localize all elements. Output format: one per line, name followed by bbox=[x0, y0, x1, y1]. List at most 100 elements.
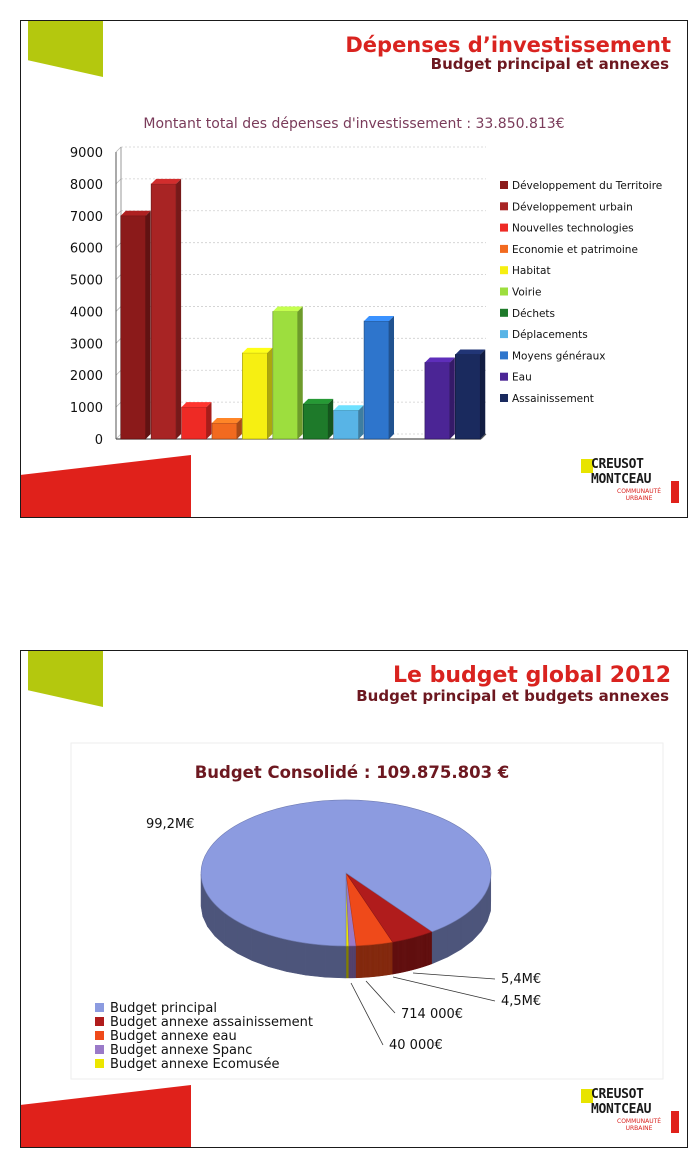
bar-top bbox=[364, 316, 395, 322]
y-tick-label: 8000 bbox=[70, 178, 103, 193]
legend-swatch bbox=[500, 308, 508, 317]
bar-top bbox=[303, 398, 334, 404]
bar bbox=[242, 347, 273, 440]
pie-side-segment bbox=[305, 942, 326, 978]
bar-side bbox=[480, 349, 486, 439]
legend-swatch bbox=[95, 1059, 104, 1068]
slice-label: 5,4M€ bbox=[501, 972, 541, 987]
bar-top bbox=[424, 357, 455, 363]
logo-line3: COMMUNAUTÉ URBAINE bbox=[617, 1118, 662, 1132]
bar bbox=[302, 398, 334, 440]
legend-label: Budget annexe Spanc bbox=[110, 1043, 252, 1058]
legend-swatch bbox=[95, 1031, 104, 1040]
chart-title: Budget Consolidé : 109.875.803 € bbox=[195, 763, 510, 782]
legend-label: Budget annexe eau bbox=[110, 1029, 237, 1044]
gridline-depth bbox=[115, 178, 122, 185]
legend-label: Voirie bbox=[512, 287, 541, 299]
leader-line bbox=[392, 976, 496, 1002]
y-tick-label: 6000 bbox=[70, 242, 103, 257]
bar-top bbox=[242, 347, 273, 353]
bar-side bbox=[449, 357, 455, 439]
slide-title: Le budget global 2012 bbox=[392, 663, 671, 688]
bar bbox=[120, 210, 151, 440]
bar bbox=[181, 402, 212, 440]
bar-side bbox=[328, 398, 334, 439]
bar-top bbox=[151, 178, 182, 184]
slide-investment-spending: Dépenses d’investissement Budget princip… bbox=[20, 20, 688, 518]
pie-side-segment bbox=[268, 934, 287, 972]
bar bbox=[150, 178, 182, 440]
bar-side bbox=[206, 402, 212, 439]
leader-line bbox=[350, 982, 384, 1046]
gridline-depth bbox=[115, 210, 122, 217]
pie-side-segment bbox=[251, 928, 269, 968]
y-tick-label: 0 bbox=[95, 433, 103, 448]
gridline-depth bbox=[115, 338, 122, 344]
y-tick-label: 2000 bbox=[70, 369, 103, 384]
slide-title: Dépenses d’investissement bbox=[345, 33, 671, 57]
bar-front bbox=[302, 403, 329, 440]
bar bbox=[455, 349, 486, 440]
bar bbox=[363, 316, 395, 440]
legend-swatch bbox=[500, 372, 508, 381]
bar-side bbox=[297, 306, 303, 439]
bar-top bbox=[211, 418, 242, 424]
bar-side bbox=[389, 316, 395, 439]
logo-line1: CREUSOT bbox=[591, 1087, 644, 1102]
slide-subtitle: Budget principal et annexes bbox=[430, 55, 669, 73]
bar bbox=[333, 405, 364, 440]
bar bbox=[211, 418, 242, 440]
bar-front bbox=[150, 183, 177, 440]
leader-line bbox=[412, 972, 496, 980]
creusot-montceau-logo: CREUSOT MONTCEAU COMMUNAUTÉ URBAINE bbox=[577, 455, 679, 509]
gridline-depth bbox=[115, 242, 122, 248]
chart-title: Montant total des dépenses d'investissem… bbox=[143, 116, 564, 132]
legend-swatch bbox=[500, 202, 508, 211]
legend-label: Budget principal bbox=[110, 1001, 217, 1016]
bar-side bbox=[176, 178, 182, 439]
bar-front bbox=[455, 354, 481, 440]
y-tick-label: 1000 bbox=[70, 401, 103, 416]
logo-line1: CREUSOT bbox=[591, 457, 644, 472]
slice-label: 4,5M€ bbox=[501, 994, 541, 1009]
bar-front bbox=[363, 320, 390, 440]
pie-side-segment bbox=[355, 945, 358, 979]
legend-label: Budget annexe Ecomusée bbox=[110, 1057, 280, 1072]
bar-side bbox=[358, 405, 364, 439]
legend-swatch bbox=[95, 1017, 104, 1026]
y-tick-label: 3000 bbox=[70, 337, 103, 352]
bar-top bbox=[120, 210, 151, 216]
leader-line bbox=[365, 980, 396, 1014]
bar-side bbox=[145, 210, 151, 439]
creusot-montceau-logo: CREUSOT MONTCEAU COMMUNAUTÉ URBAINE bbox=[577, 1085, 679, 1139]
bar-top bbox=[272, 306, 303, 312]
bar-front bbox=[424, 362, 451, 440]
legend-swatch bbox=[500, 244, 508, 253]
legend-swatch bbox=[500, 223, 508, 232]
legend-label: Eau bbox=[512, 372, 532, 384]
bar-side bbox=[236, 418, 242, 439]
pie-side-segment bbox=[286, 939, 306, 976]
bar-front bbox=[120, 215, 146, 440]
gridline-depth bbox=[115, 369, 122, 376]
legend-swatch bbox=[95, 1045, 104, 1054]
legend-label: Déchets bbox=[512, 308, 555, 320]
y-tick-label: 7000 bbox=[70, 210, 103, 225]
bar-front bbox=[333, 409, 359, 440]
legend-swatch bbox=[500, 394, 508, 402]
bar-top bbox=[181, 402, 212, 408]
slide-subtitle: Budget principal et budgets annexes bbox=[356, 687, 669, 705]
legend-label: Budget annexe assainissement bbox=[110, 1015, 313, 1030]
pie-chart: Budget Consolidé : 109.875.803 € 99,2M€ 5,… bbox=[70, 742, 664, 1080]
logo-line3: COMMUNAUTÉ URBAINE bbox=[617, 488, 662, 502]
gridline-depth bbox=[115, 146, 122, 153]
pie-side-segment bbox=[392, 941, 394, 975]
y-tick-label: 5000 bbox=[70, 274, 103, 289]
bar bbox=[424, 357, 455, 440]
gridline-depth bbox=[115, 433, 122, 440]
legend-label: Economie et patrimoine bbox=[512, 244, 638, 256]
pie-slice bbox=[200, 799, 492, 947]
y-tick-label: 9000 bbox=[70, 146, 103, 161]
pie-side-segment bbox=[325, 945, 347, 979]
gridline-depth bbox=[115, 306, 122, 312]
